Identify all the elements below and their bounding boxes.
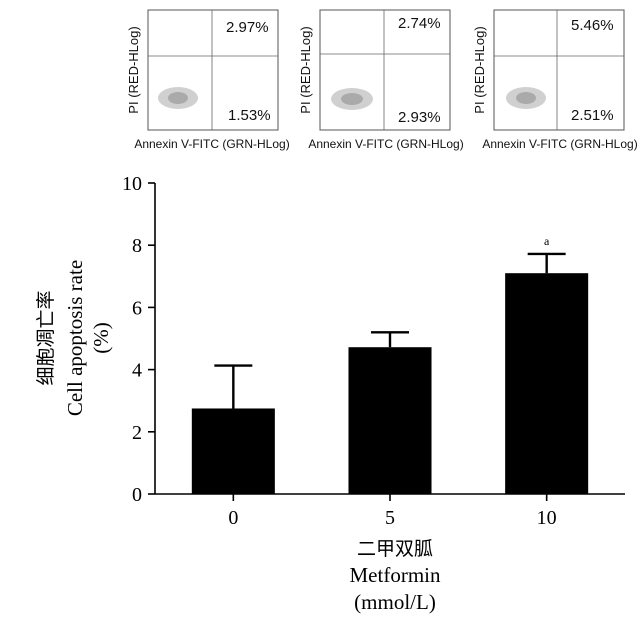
bar-10 xyxy=(505,273,589,494)
bars: a xyxy=(191,234,589,494)
x-axis-label-unit: (mmol/L) xyxy=(354,590,436,614)
flow-panel-3-cell-core xyxy=(516,92,536,104)
y-tick-label: 4 xyxy=(132,360,142,382)
flow-panel-3-ylabel: PI (RED-HLog) xyxy=(472,26,487,113)
flow-panel-2-xlabel: Annexin V-FITC (GRN-HLog) xyxy=(308,137,463,151)
x-tick-label: 10 xyxy=(537,507,557,529)
flow-panel-2-ylabel: PI (RED-HLog) xyxy=(298,26,313,113)
flow-panel-3-frame xyxy=(493,9,625,131)
flow-panel-2-cell-core xyxy=(341,93,363,105)
x-axis-label-english: Metformin xyxy=(350,563,441,587)
flow-panel-1-ylabel: PI (RED-HLog) xyxy=(126,26,141,113)
flow-panel-1-upper-right: 2.97% xyxy=(226,19,269,36)
bar-0 xyxy=(191,408,275,494)
y-tick-label: 10 xyxy=(122,173,142,195)
y-tick-label: 8 xyxy=(132,235,142,257)
y-axis-label-unit: (%) xyxy=(89,322,113,353)
flow-panel-3: 5.46% 2.51% PI (RED-HLog) Annexin V-FITC… xyxy=(472,9,638,151)
flow-panel-2-upper-right: 2.74% xyxy=(398,15,441,32)
flow-panel-2-lower-right: 2.93% xyxy=(398,109,441,126)
bar-chart: 0 2 4 6 8 10 0 5 10 a 细胞凋亡率 Cell apoptosis rate… xyxy=(35,173,625,614)
y-tick-label: 2 xyxy=(132,422,142,444)
flow-panel-3-upper-right: 5.46% xyxy=(571,17,614,34)
flow-panel-1-frame xyxy=(147,9,279,131)
y-tick-label: 0 xyxy=(132,484,142,506)
flow-panel-1: 2.97% 1.53% PI (RED-HLog) Annexin V-FITC… xyxy=(126,9,290,151)
flow-cytometry-panels: 2.97% 1.53% PI (RED-HLog) Annexin V-FITC… xyxy=(126,9,638,151)
flow-panel-1-lower-right: 1.53% xyxy=(228,107,271,124)
flow-panel-3-lower-right: 2.51% xyxy=(571,107,614,124)
y-tick-label: 6 xyxy=(132,297,142,319)
x-tick-label: 0 xyxy=(228,507,238,529)
y-axis: 0 2 4 6 8 10 xyxy=(122,173,156,506)
significance-label: a xyxy=(544,234,550,248)
flow-panel-2-frame xyxy=(319,9,451,131)
flow-panel-2: 2.74% 2.93% PI (RED-HLog) Annexin V-FITC… xyxy=(298,9,464,151)
y-axis-label-english: Cell apoptosis rate xyxy=(63,260,87,416)
x-tick-label: 5 xyxy=(385,507,395,529)
x-axis-label-chinese: 二甲双胍 xyxy=(357,538,433,560)
bar-5 xyxy=(348,347,432,494)
flow-panel-1-xlabel: Annexin V-FITC (GRN-HLog) xyxy=(134,137,289,151)
x-axis: 0 5 10 xyxy=(155,493,625,529)
flow-panel-1-cell-core xyxy=(168,92,188,104)
y-axis-label-chinese: 细胞凋亡率 xyxy=(35,290,57,385)
flow-panel-3-xlabel: Annexin V-FITC (GRN-HLog) xyxy=(482,137,637,151)
